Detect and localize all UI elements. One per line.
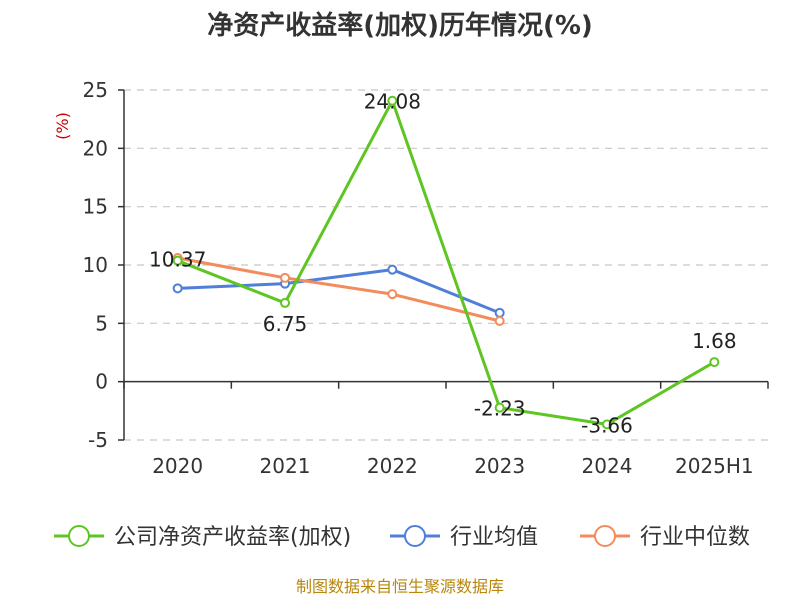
y-tick-label: 0 [95, 370, 108, 394]
y-tick-label: 25 [83, 78, 108, 102]
legend-marker [404, 525, 426, 547]
y-tick-label: 20 [83, 136, 108, 160]
data-point [280, 272, 290, 283]
data-labels: 10.37 6.75 24.08 -2.23 -3.66 1.68 [149, 90, 737, 438]
legend-label: 行业中位数 [640, 525, 750, 550]
data-label: -3.66 [581, 413, 633, 437]
legend-label: 公司净资产收益率(加权) [114, 525, 351, 550]
data-point [280, 297, 290, 308]
x-axis: 2020 2021 2022 2023 2024 2025H1 [123, 380, 769, 478]
x-tick-label: 2021 [260, 454, 311, 478]
data-point [494, 402, 505, 413]
y-tick-label: 15 [83, 195, 108, 219]
series-lines [172, 95, 720, 430]
legend-item: 公司净资产收益率(加权) [54, 525, 351, 550]
data-point [602, 419, 612, 430]
data-label: 10.37 [149, 248, 206, 272]
series-line [177, 256, 501, 323]
data-point [387, 95, 398, 106]
data-point [172, 255, 183, 266]
series-line [177, 99, 716, 426]
x-tick-label: 2020 [152, 454, 203, 478]
data-label: 6.75 [263, 312, 308, 336]
data-label: 24.08 [364, 90, 421, 114]
data-point [387, 264, 398, 275]
legend-marker [594, 525, 616, 547]
source-note: 制图数据来自恒生聚源数据库 [296, 577, 504, 596]
data-point [387, 289, 398, 300]
y-axis-ticks: 25 20 15 10 5 0 -5 [83, 78, 125, 452]
y-tick-label: 10 [83, 253, 108, 277]
legend-label: 行业均值 [450, 525, 538, 550]
data-point [172, 283, 183, 294]
data-label: 1.68 [692, 329, 737, 353]
legend-item: 行业中位数 [580, 525, 750, 550]
legend: 公司净资产收益率(加权) 行业均值 行业中位数 [54, 525, 750, 550]
y-tick-label: 5 [95, 311, 108, 335]
data-point [494, 316, 505, 326]
data-point [709, 357, 720, 368]
y-tick-label: -5 [88, 428, 108, 452]
data-label: -2.23 [474, 397, 526, 421]
legend-item: 行业均值 [390, 525, 538, 550]
x-tick-label: 2023 [474, 454, 525, 478]
grid-lines [124, 89, 768, 441]
x-tick-label: 2025H1 [675, 454, 754, 478]
x-tick-label: 2022 [367, 454, 418, 478]
data-point [494, 307, 505, 318]
legend-marker [68, 525, 90, 547]
chart-title: 净资产收益率(加权)历年情况(%) [207, 10, 593, 41]
y-axis-unit-label: (%) [53, 112, 72, 140]
series-line [177, 268, 501, 315]
x-tick-label: 2024 [582, 454, 633, 478]
